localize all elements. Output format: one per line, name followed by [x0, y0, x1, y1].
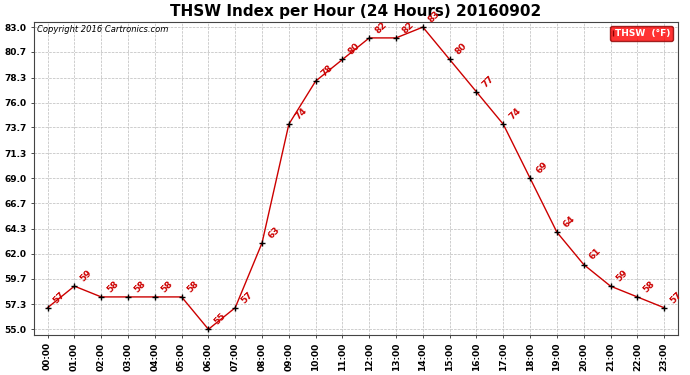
Text: 61: 61	[588, 247, 603, 262]
Text: 57: 57	[239, 290, 255, 305]
Text: 58: 58	[132, 279, 148, 294]
Text: 80: 80	[346, 42, 362, 57]
Text: 58: 58	[106, 279, 121, 294]
Text: 63: 63	[266, 225, 282, 240]
Text: 74: 74	[507, 106, 523, 122]
Text: 58: 58	[642, 279, 657, 294]
Text: 58: 58	[186, 279, 201, 294]
Text: 55: 55	[213, 311, 228, 327]
Text: 82: 82	[400, 20, 415, 35]
Text: 57: 57	[52, 290, 67, 305]
Text: 58: 58	[159, 279, 174, 294]
Text: 59: 59	[79, 268, 94, 284]
Text: 77: 77	[481, 74, 496, 89]
Text: Copyright 2016 Cartronics.com: Copyright 2016 Cartronics.com	[37, 25, 169, 34]
Text: 59: 59	[615, 268, 630, 284]
Text: 78: 78	[319, 63, 335, 78]
Legend: THSW  (°F): THSW (°F)	[611, 26, 673, 40]
Text: 69: 69	[534, 160, 549, 176]
Text: 80: 80	[454, 42, 469, 57]
Text: 74: 74	[293, 106, 308, 122]
Title: THSW Index per Hour (24 Hours) 20160902: THSW Index per Hour (24 Hours) 20160902	[170, 4, 542, 19]
Text: 83: 83	[427, 9, 442, 24]
Text: 64: 64	[561, 214, 576, 230]
Text: 82: 82	[373, 20, 388, 35]
Text: 57: 57	[669, 290, 684, 305]
